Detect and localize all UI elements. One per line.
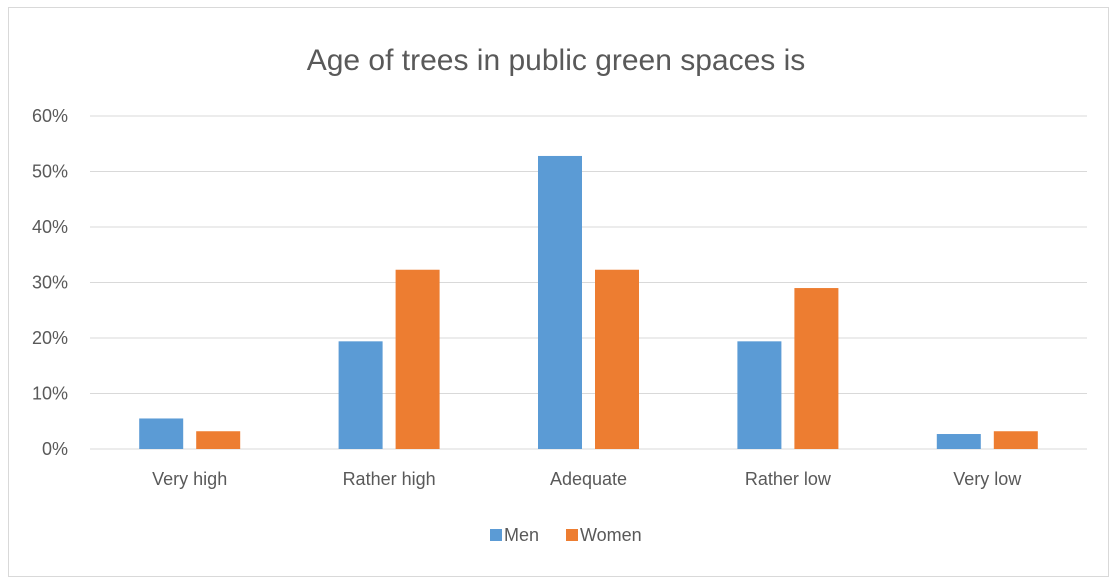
- bar-men-adequate: [538, 155, 582, 449]
- bars: [139, 155, 1038, 449]
- x-tick-label: Rather high: [343, 469, 436, 489]
- y-tick-label: 30%: [32, 273, 68, 293]
- legend-label-women: Women: [580, 525, 642, 545]
- y-tick-label: 20%: [32, 328, 68, 348]
- bar-women-rather-high: [395, 269, 440, 449]
- y-tick-label: 50%: [32, 162, 68, 182]
- x-tick-label: Rather low: [745, 469, 832, 489]
- bar-women-adequate: [595, 269, 639, 449]
- legend-label-men: Men: [504, 525, 539, 545]
- y-tick-label: 40%: [32, 217, 68, 237]
- chart-title: Age of trees in public green spaces is: [307, 44, 806, 77]
- legend-swatch-women: [566, 529, 578, 541]
- gridlines: [90, 115, 1087, 450]
- bar-men-rather-low: [737, 341, 782, 449]
- x-axis-tick-labels: Very high Rather high Adequate Rather low Ve…: [152, 469, 1022, 489]
- bar-women-very-low: [993, 431, 1038, 449]
- y-tick-label: 0%: [42, 439, 68, 459]
- bar-men-rather-high: [338, 341, 383, 449]
- y-tick-label: 60%: [32, 106, 68, 126]
- y-tick-label: 10%: [32, 384, 68, 404]
- bar-men-very-high: [139, 418, 184, 449]
- x-tick-label: Adequate: [550, 469, 627, 489]
- bar-women-rather-low: [794, 288, 839, 449]
- x-tick-label: Very high: [152, 469, 227, 489]
- y-axis-tick-labels: 0% 10% 20% 30% 40% 50% 60%: [32, 106, 68, 459]
- x-tick-label: Very low: [953, 469, 1022, 489]
- legend: Men Women: [490, 525, 642, 545]
- bar-men-very-low: [936, 434, 981, 449]
- bar-women-very-high: [196, 431, 241, 449]
- legend-swatch-men: [490, 529, 502, 541]
